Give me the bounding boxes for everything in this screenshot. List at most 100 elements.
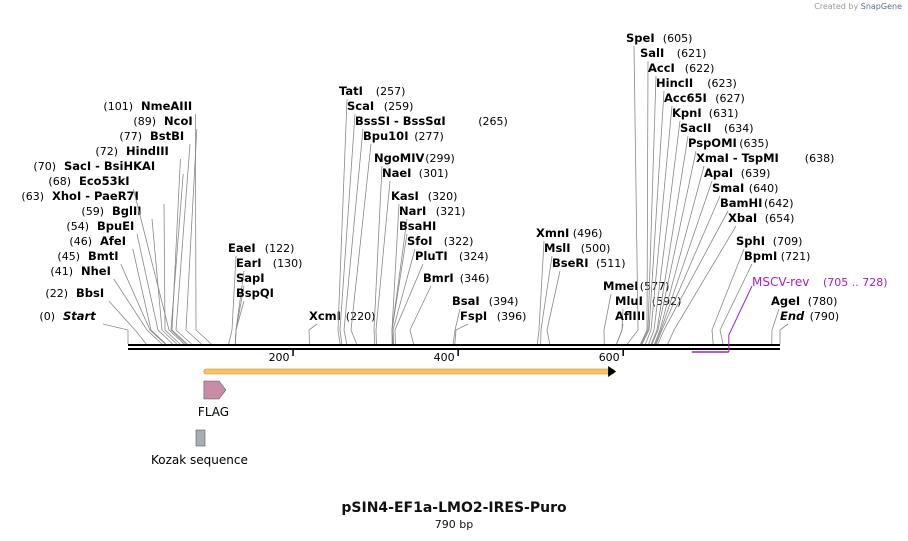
enzyme-position: (299)	[425, 152, 455, 165]
enzyme-position: (101)	[103, 100, 133, 113]
enzyme-leader	[711, 248, 745, 345]
enzyme-position: (780)	[808, 295, 838, 308]
enzyme-name: XmnI	[536, 226, 569, 240]
enzyme-leader	[540, 255, 553, 345]
enzyme-leader	[343, 128, 364, 345]
enzyme-name: Bpu10I	[363, 129, 408, 143]
enzyme-position: (511)	[596, 257, 626, 270]
enzyme-position: (63)	[21, 190, 44, 203]
enzyme-name: AgeI	[771, 294, 800, 308]
enzyme-leader	[339, 113, 356, 345]
enzyme-position: (790)	[810, 310, 840, 323]
enzyme-position: (627)	[715, 92, 745, 105]
enzyme-position: (77)	[119, 130, 142, 143]
enzyme-leader	[194, 113, 212, 345]
flag-feature-arrow	[203, 380, 227, 400]
enzyme-name: BsaI	[452, 294, 480, 308]
enzyme-name: MluI	[615, 294, 643, 308]
enzyme-name: PspOMI	[688, 136, 737, 150]
enzyme-name: KpnI	[672, 106, 702, 120]
axis-tick-label: 600	[599, 351, 620, 364]
enzyme-position: (621)	[677, 47, 707, 60]
enzyme-leader	[185, 128, 202, 345]
enzyme-position: (496)	[573, 227, 603, 240]
enzyme-leader	[654, 165, 705, 345]
enzyme-name: TatI	[339, 84, 363, 98]
enzyme-name: BglII	[112, 204, 142, 218]
enzyme-name: BssSI - BssSαI	[355, 114, 446, 128]
enzyme-position: (301)	[419, 167, 449, 180]
enzyme-name: MslI	[544, 241, 571, 255]
enzyme-leader	[337, 98, 348, 345]
enzyme-leader	[409, 285, 432, 345]
enzyme-position: (394)	[489, 295, 519, 308]
enzyme-name: SphI	[736, 234, 765, 248]
enzyme-position: (41)	[50, 265, 73, 278]
enzyme-position: (322)	[444, 235, 474, 248]
enzyme-position: (622)	[685, 62, 715, 75]
enzyme-leader	[640, 60, 649, 345]
enzyme-position: (638)	[805, 152, 835, 165]
enzyme-name: ApaI	[704, 166, 733, 180]
kozak-label: Kozak sequence	[151, 453, 248, 467]
enzyme-leader	[171, 158, 188, 345]
enzyme-position: (623)	[707, 77, 737, 90]
enzyme-leader	[133, 188, 185, 345]
enzyme-name: NaeI	[382, 166, 411, 180]
enzyme-name: NmeAIII	[141, 99, 192, 113]
enzyme-position: (500)	[581, 242, 611, 255]
enzyme-name: AccI	[648, 61, 675, 75]
enzyme-position: (89)	[133, 115, 156, 128]
kozak-box	[195, 429, 206, 447]
enzyme-leader	[452, 308, 461, 345]
enzyme-position: (72)	[95, 145, 118, 158]
enzyme-name: EarI	[236, 256, 262, 270]
enzyme-leader	[667, 225, 737, 345]
enzyme-name: BsaHI	[399, 219, 436, 233]
enzyme-position: (277)	[414, 130, 444, 143]
enzyme-name: BseRI	[552, 256, 589, 270]
enzyme-name: Acc65I	[664, 91, 707, 105]
plasmid-length: 790 bp	[434, 518, 474, 531]
enzyme-name: PluTI	[415, 249, 448, 263]
enzyme-leader	[175, 143, 192, 345]
enzyme-name: EaeI	[228, 241, 256, 255]
enzyme-name: SfoI	[407, 234, 432, 248]
enzyme-position: (259)	[384, 100, 414, 113]
enzyme-leader	[373, 165, 383, 345]
enzyme-name: BpmI	[744, 249, 777, 263]
axis-tick-label: 400	[434, 351, 455, 364]
enzyme-leader	[603, 293, 612, 345]
enzyme-name: NheI	[81, 264, 111, 278]
primer-range: (705 .. 728)	[823, 276, 888, 289]
enzyme-leader	[102, 323, 129, 344]
enzyme-position: (122)	[265, 242, 295, 255]
enzyme-position: (631)	[709, 107, 739, 120]
enzyme-position: (320)	[428, 190, 458, 203]
enzyme-position: (0)	[39, 310, 55, 323]
enzyme-name: BmtI	[88, 249, 119, 263]
enzyme-leader	[132, 248, 167, 345]
enzyme-leader	[651, 150, 697, 345]
enzyme-leader	[657, 210, 729, 345]
snapgene-logo: SnapGene	[860, 2, 902, 11]
enzyme-name: AflIII	[615, 309, 645, 323]
enzyme-leader	[151, 218, 177, 345]
enzyme-name: BmrI	[423, 271, 454, 285]
enzyme-position: (130)	[273, 257, 303, 270]
enzyme-position: (265)	[478, 115, 508, 128]
enzyme-name: SalI	[640, 46, 664, 60]
enzyme-position: (70)	[33, 160, 56, 173]
enzyme-leader	[546, 270, 561, 345]
enzyme-name: SacI - BsiHKAI	[64, 159, 155, 173]
enzyme-leader	[391, 233, 408, 345]
enzyme-leader	[308, 323, 318, 345]
enzyme-leader	[626, 45, 639, 345]
enzyme-leader	[228, 255, 237, 345]
enzyme-leader	[136, 233, 173, 345]
enzyme-name: SacII	[680, 121, 711, 135]
enzyme-name: SmaI	[712, 181, 744, 195]
enzyme-leader	[719, 263, 753, 345]
enzyme-position: (396)	[497, 310, 527, 323]
